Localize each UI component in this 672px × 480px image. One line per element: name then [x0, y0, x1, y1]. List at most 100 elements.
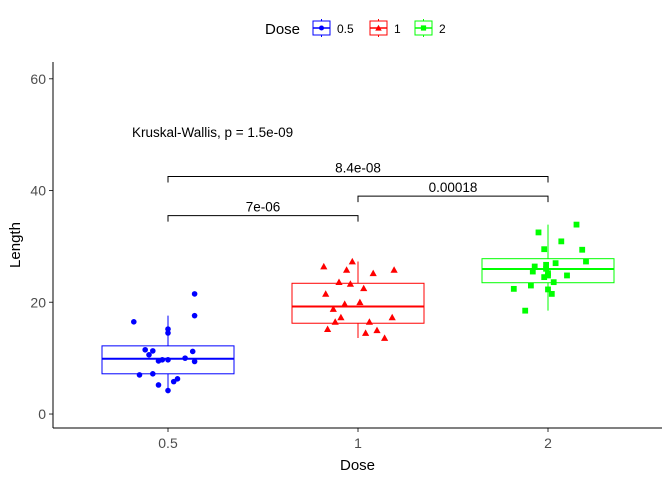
data-point-2	[535, 229, 542, 236]
data-point-1	[360, 284, 368, 292]
data-point-0.5	[170, 378, 177, 385]
data-point-1	[322, 290, 330, 297]
data-point-2	[550, 279, 557, 286]
y-axis: 0 20 40 60	[30, 71, 53, 422]
data-point-2	[543, 265, 549, 272]
data-point-1	[373, 326, 381, 334]
box-1	[291, 261, 425, 339]
data-point-2	[579, 246, 586, 253]
data-point-0.5	[182, 355, 188, 361]
x-tick-label: 0.5	[158, 435, 178, 451]
comparison-bracket: 7e-06	[167, 200, 359, 222]
x-tick-label: 2	[544, 435, 552, 451]
comparison-p-value: 0.00018	[429, 180, 478, 195]
data-point-1	[346, 280, 354, 287]
data-point-1	[348, 257, 356, 265]
data-point-1	[369, 269, 377, 277]
y-tick-label: 60	[30, 71, 46, 87]
x-tick-label: 1	[354, 435, 362, 451]
legend: Dose 0.5 1 2	[265, 19, 446, 38]
comparison-p-value: 7e-06	[246, 200, 281, 215]
data-point-0.5	[142, 346, 148, 353]
legend-key-marker	[375, 24, 382, 31]
data-point-0.5	[136, 372, 143, 378]
annotations-layer: Kruskal-Wallis, p = 1.5e-09	[132, 125, 293, 140]
comparison-bracket: 0.00018	[357, 180, 549, 203]
data-point-1	[381, 334, 389, 341]
data-point-0.5	[165, 357, 171, 363]
data-point-0.5	[165, 387, 171, 394]
data-point-1	[341, 300, 349, 307]
data-point-1	[337, 313, 345, 321]
data-point-2	[543, 261, 549, 268]
box-rect	[101, 345, 235, 375]
data-point-2	[583, 258, 589, 265]
bracket-line	[357, 195, 549, 203]
data-point-2	[541, 246, 548, 253]
bracket-line	[167, 176, 549, 183]
data-point-2	[529, 268, 536, 275]
data-point-0.5	[189, 348, 196, 355]
legend-title: Dose	[265, 21, 300, 38]
legend-key-marker	[420, 25, 427, 31]
kruskal-wallis-annotation: Kruskal-Wallis, p = 1.5e-09	[132, 125, 293, 140]
data-point-1	[343, 266, 351, 273]
data-point-1	[388, 313, 396, 321]
data-point-2	[558, 238, 565, 245]
legend-label: 1	[394, 22, 401, 36]
data-point-1	[365, 318, 373, 325]
data-point-1	[329, 305, 337, 312]
data-point-0.5	[159, 357, 166, 363]
data-point-2	[573, 221, 580, 228]
box-rect	[291, 282, 425, 324]
data-point-0.5	[191, 312, 198, 319]
data-point-0.5	[191, 291, 198, 297]
legend-entry-0.5: 0.5	[312, 19, 354, 37]
data-point-2	[510, 285, 517, 292]
data-point-0.5	[146, 352, 152, 358]
legend-entry-1: 1	[369, 19, 401, 37]
legend-key-marker	[318, 25, 325, 31]
data-point-0.5	[155, 382, 162, 388]
data-point-2	[531, 263, 538, 270]
comparison-p-value: 8.4e-08	[335, 161, 381, 176]
data-point-1	[320, 262, 328, 270]
x-axis-title: Dose	[340, 457, 375, 474]
data-point-2	[541, 274, 548, 281]
data-point-2	[545, 272, 551, 279]
data-point-1	[335, 278, 343, 286]
data-point-2	[545, 286, 551, 293]
points-layer	[131, 221, 589, 394]
data-point-1	[331, 318, 339, 325]
legend-label: 0.5	[337, 22, 354, 36]
comparison-brackets: 7e-06 0.00018 8.4e-08	[167, 161, 549, 222]
data-point-2	[548, 290, 555, 297]
y-axis-title: Length	[7, 222, 24, 268]
bracket-line	[167, 215, 359, 222]
data-point-0.5	[150, 370, 156, 377]
data-point-1	[390, 266, 398, 273]
axis-lines	[52, 62, 662, 429]
comparison-bracket: 8.4e-08	[167, 161, 549, 183]
y-tick-label: 20	[30, 294, 46, 310]
data-point-0.5	[165, 326, 171, 332]
y-tick-label: 0	[38, 406, 46, 422]
data-point-2	[528, 282, 534, 289]
data-point-2	[552, 260, 559, 267]
data-point-1	[324, 325, 332, 332]
data-point-0.5	[150, 348, 156, 354]
boxes-layer	[101, 224, 615, 391]
data-point-2	[522, 307, 529, 314]
data-point-0.5	[131, 319, 137, 325]
data-point-1	[362, 329, 370, 336]
data-point-0.5	[191, 358, 198, 365]
x-axis: 0.5 1 2	[158, 428, 552, 451]
box-rect	[481, 258, 615, 284]
data-point-1	[356, 298, 364, 306]
data-point-2	[564, 272, 570, 279]
legend-label: 2	[439, 22, 446, 36]
legend-entry-2: 2	[414, 19, 446, 37]
y-tick-label: 40	[30, 183, 46, 199]
data-point-0.5	[165, 330, 171, 336]
